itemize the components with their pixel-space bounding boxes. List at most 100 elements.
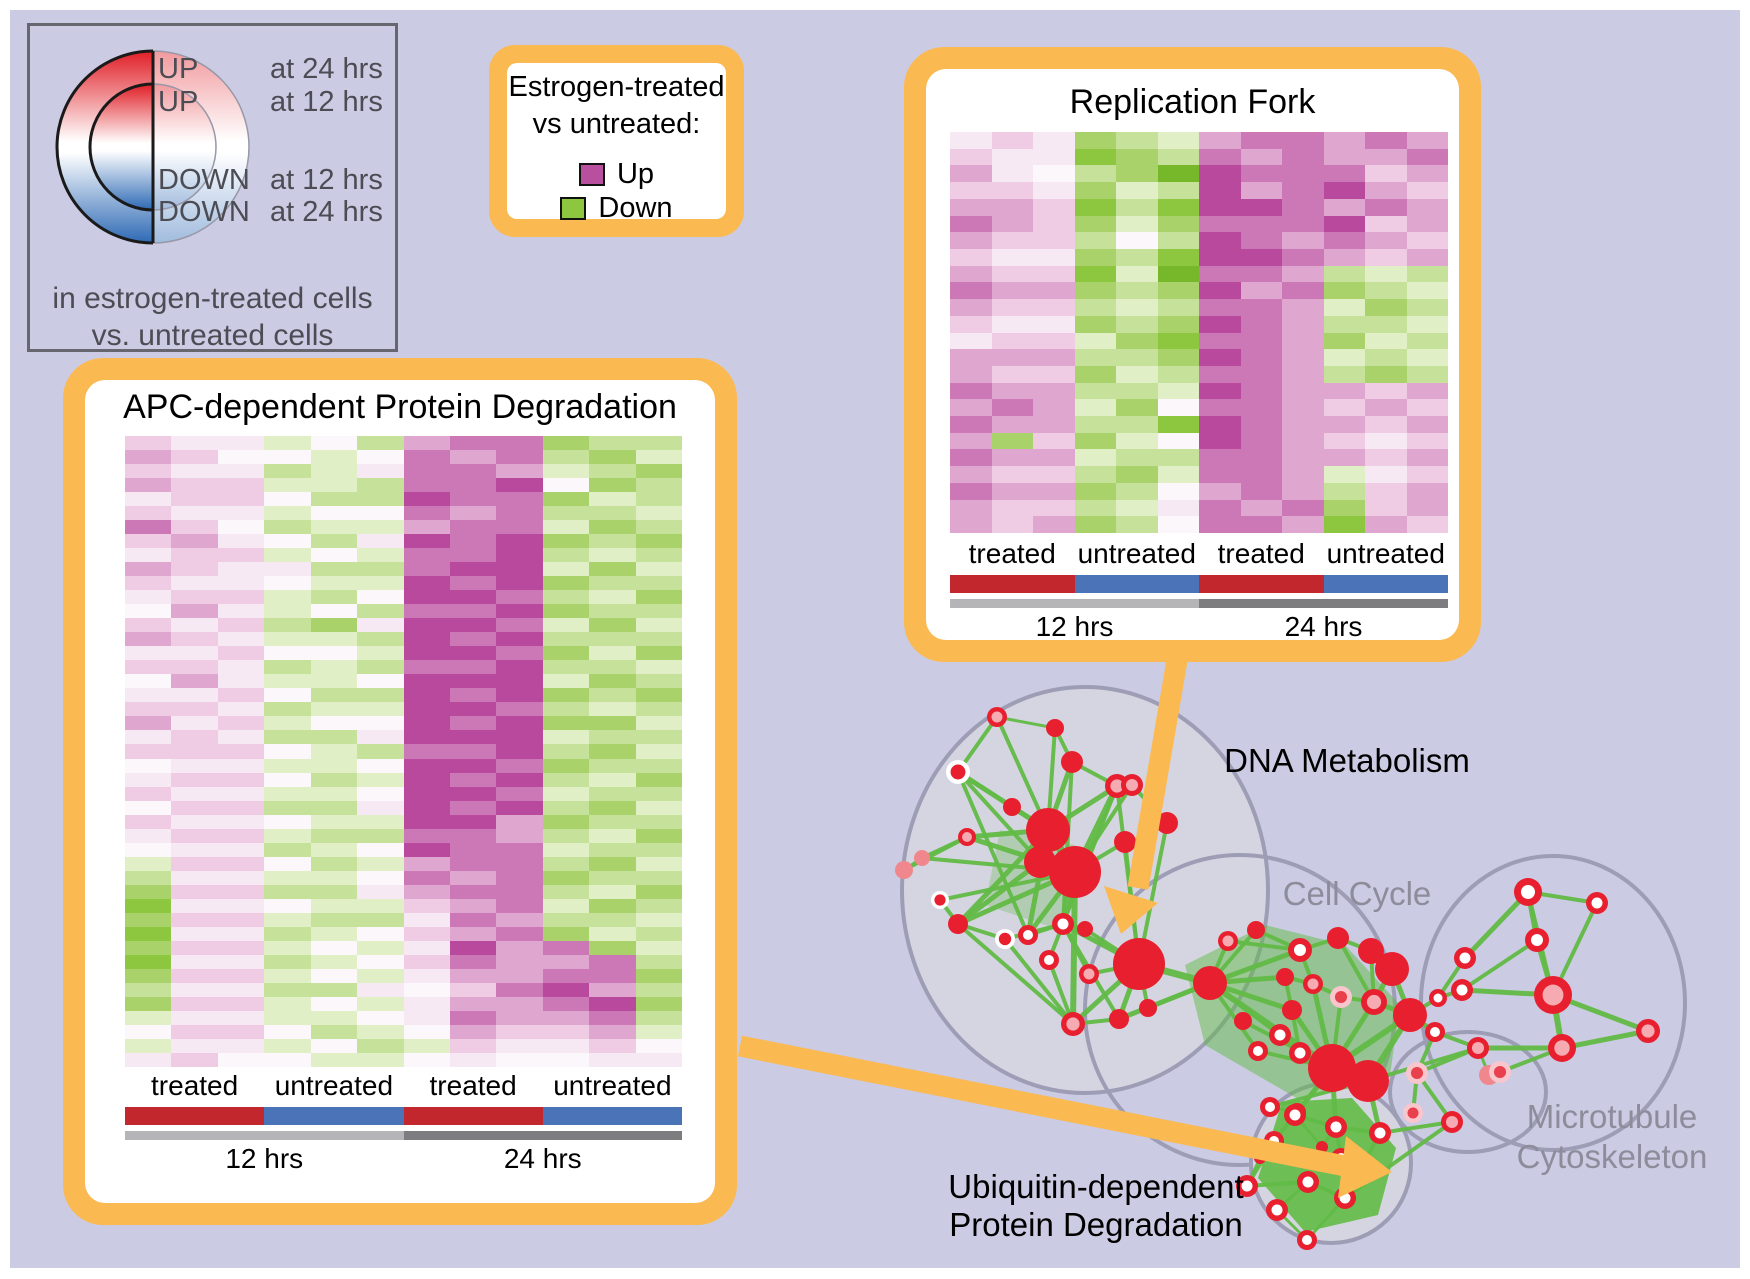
microtubule-label: Microtubule Cytoskeleton (1517, 1098, 1708, 1175)
heatmap-cell (217, 506, 265, 521)
node-circle (1316, 1141, 1328, 1153)
heatmap-cell (171, 898, 218, 913)
heatmap-cell (357, 478, 404, 493)
heatmap-cell (357, 450, 404, 465)
network-node (1297, 1230, 1317, 1250)
heatmap-cell (217, 758, 265, 773)
heatmap-cell (1033, 349, 1075, 366)
heatmap-cell (125, 968, 172, 983)
treated-bar (125, 1107, 265, 1125)
heatmap-cell (1033, 215, 1075, 233)
heatmap-cell (1406, 482, 1448, 500)
heatmap-cell (357, 464, 404, 479)
heatmap-cell (496, 814, 543, 829)
node-circle (1471, 1041, 1485, 1055)
heatmap-cell (217, 660, 265, 675)
heatmap-cell (449, 912, 497, 927)
dna-metabolism-label: DNA Metabolism (1224, 742, 1470, 779)
heatmap-cell (449, 772, 497, 787)
heatmap-cell (357, 744, 404, 759)
heatmap-cell (171, 842, 218, 857)
heatmap-cell (1074, 248, 1116, 266)
heatmap-cell (1240, 399, 1282, 417)
heatmap-cell (264, 1038, 311, 1053)
heatmap-cell (1157, 282, 1199, 300)
heatmap-cell (171, 450, 218, 465)
heatmap-cell (1240, 198, 1282, 216)
heatmap-cell (496, 520, 543, 535)
heatmap-cell (1199, 416, 1241, 433)
heatmap-cell (589, 450, 636, 465)
heatmap-cell (125, 786, 172, 801)
heatmap-cell (217, 814, 265, 829)
heatmap-cell (449, 786, 497, 801)
heatmap-cell (542, 1038, 590, 1053)
heatmap-cell (991, 499, 1033, 517)
heatmap-cell (635, 800, 682, 815)
heatmap-cell (635, 562, 682, 577)
outer-left-arc (55, 49, 154, 245)
network-node (1441, 1111, 1463, 1133)
heatmap-cell (1074, 315, 1116, 333)
heatmap-cell (1282, 282, 1324, 300)
heatmap-cell (635, 772, 682, 787)
heatmap-cell (1406, 499, 1448, 517)
heatmap-cell (310, 814, 358, 829)
heatmap-cell (1199, 165, 1241, 183)
node-circle (1026, 808, 1070, 852)
heatmap-cell (1406, 165, 1448, 183)
heatmap-cell (1033, 449, 1075, 467)
heatmap-cell (403, 450, 450, 465)
heatmap-cell (171, 730, 218, 745)
apc-panel-title: APC-dependent Protein Degradation (123, 388, 677, 426)
network-node (1548, 1034, 1576, 1062)
heatmap-cell (125, 702, 172, 717)
heatmap-cell (217, 1038, 265, 1053)
network-edge (1460, 938, 1539, 992)
heatmap-cell (1157, 248, 1199, 266)
heatmap-cell (403, 548, 450, 563)
heatmap-cell (171, 996, 218, 1011)
heatmap-cell (125, 506, 172, 521)
heatmap-cell (310, 534, 358, 549)
heatmap-cell (1157, 215, 1199, 233)
heatmap-cell (950, 182, 992, 199)
heatmap-cell (125, 982, 172, 997)
heatmap-cell (589, 884, 636, 899)
heatmap-cell (1240, 165, 1282, 183)
heatmap-cell (357, 1024, 404, 1039)
network-node (1393, 998, 1427, 1032)
heatmap-cell (635, 1052, 682, 1067)
heatmap-cell (357, 884, 404, 899)
heatmap-cell (449, 590, 497, 605)
heatmap-cell (950, 516, 992, 533)
apc-heatmap (125, 436, 682, 1067)
node-circle (1044, 955, 1054, 965)
heatmap-cell (950, 265, 992, 283)
heatmap-cell (403, 604, 450, 619)
network-node (1308, 1044, 1356, 1092)
heatmap-cell (1240, 365, 1282, 383)
network-node (1248, 1041, 1268, 1061)
heatmap-cell (1240, 299, 1282, 316)
heatmap-cell (449, 464, 497, 479)
heatmap-cell (310, 996, 358, 1011)
heatmap-cell (1033, 382, 1075, 400)
network-node (1114, 831, 1136, 853)
heatmap-cell (403, 1024, 450, 1039)
heatmap-cell (1365, 332, 1407, 350)
heatmap-cell (1199, 215, 1241, 233)
heatmap-cell (496, 1038, 543, 1053)
heatmap-cell (449, 436, 497, 451)
network-node (1236, 1175, 1258, 1197)
heatmap-cell (589, 590, 636, 605)
callout-arrow-shaft (737, 1035, 1353, 1178)
heatmap-cell (125, 772, 172, 787)
heatmap-cell (991, 248, 1033, 266)
heatmap-cell (1074, 165, 1116, 183)
heatmap-cell (1116, 265, 1158, 283)
heatmap-cell (496, 590, 543, 605)
heatmap-cell (496, 548, 543, 563)
heatmap-cell (1282, 432, 1324, 450)
heatmap-cell (264, 702, 311, 717)
